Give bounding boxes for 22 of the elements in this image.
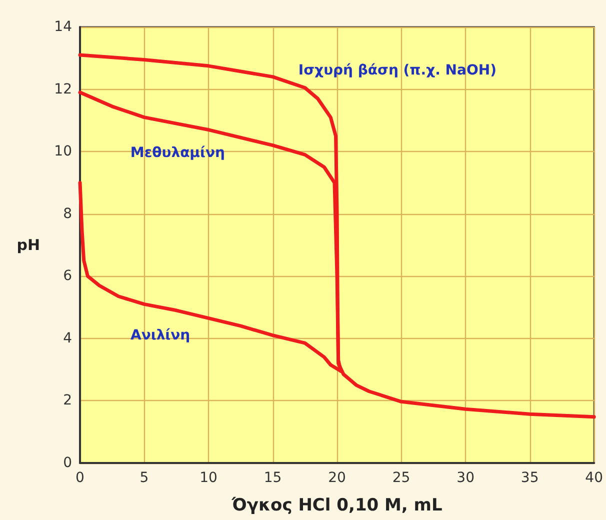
x-tick-label: 10 bbox=[200, 470, 218, 486]
y-tick-label: 10 bbox=[54, 144, 72, 160]
y-axis-title: pH bbox=[16, 236, 40, 254]
y-tick-label: 12 bbox=[54, 81, 72, 98]
series-label: Ανιλίνη bbox=[130, 327, 190, 344]
y-tick-label: 0 bbox=[63, 455, 72, 471]
x-tick-label: 15 bbox=[264, 470, 282, 486]
series-label: Ισχυρή βάση (π.χ. NaOH) bbox=[298, 62, 496, 79]
x-tick-label: 25 bbox=[392, 470, 410, 486]
x-axis-title: Όγκος HCl 0,10 M, mL bbox=[230, 496, 443, 516]
x-tick-label: 40 bbox=[585, 470, 604, 486]
series-label: Μεθυλαμίνη bbox=[130, 145, 225, 162]
y-tick-label: 6 bbox=[63, 268, 72, 284]
x-tick-label: 5 bbox=[140, 470, 149, 486]
y-tick-label: 2 bbox=[63, 392, 72, 409]
y-tick-label: 14 bbox=[54, 19, 72, 35]
x-tick-label: 20 bbox=[328, 470, 346, 486]
x-tick-label: 35 bbox=[520, 470, 539, 486]
y-tick-label: 4 bbox=[63, 330, 72, 346]
x-tick-label: 0 bbox=[76, 470, 84, 486]
x-tick-label: 30 bbox=[456, 470, 474, 486]
y-tick-label: 8 bbox=[63, 206, 72, 222]
